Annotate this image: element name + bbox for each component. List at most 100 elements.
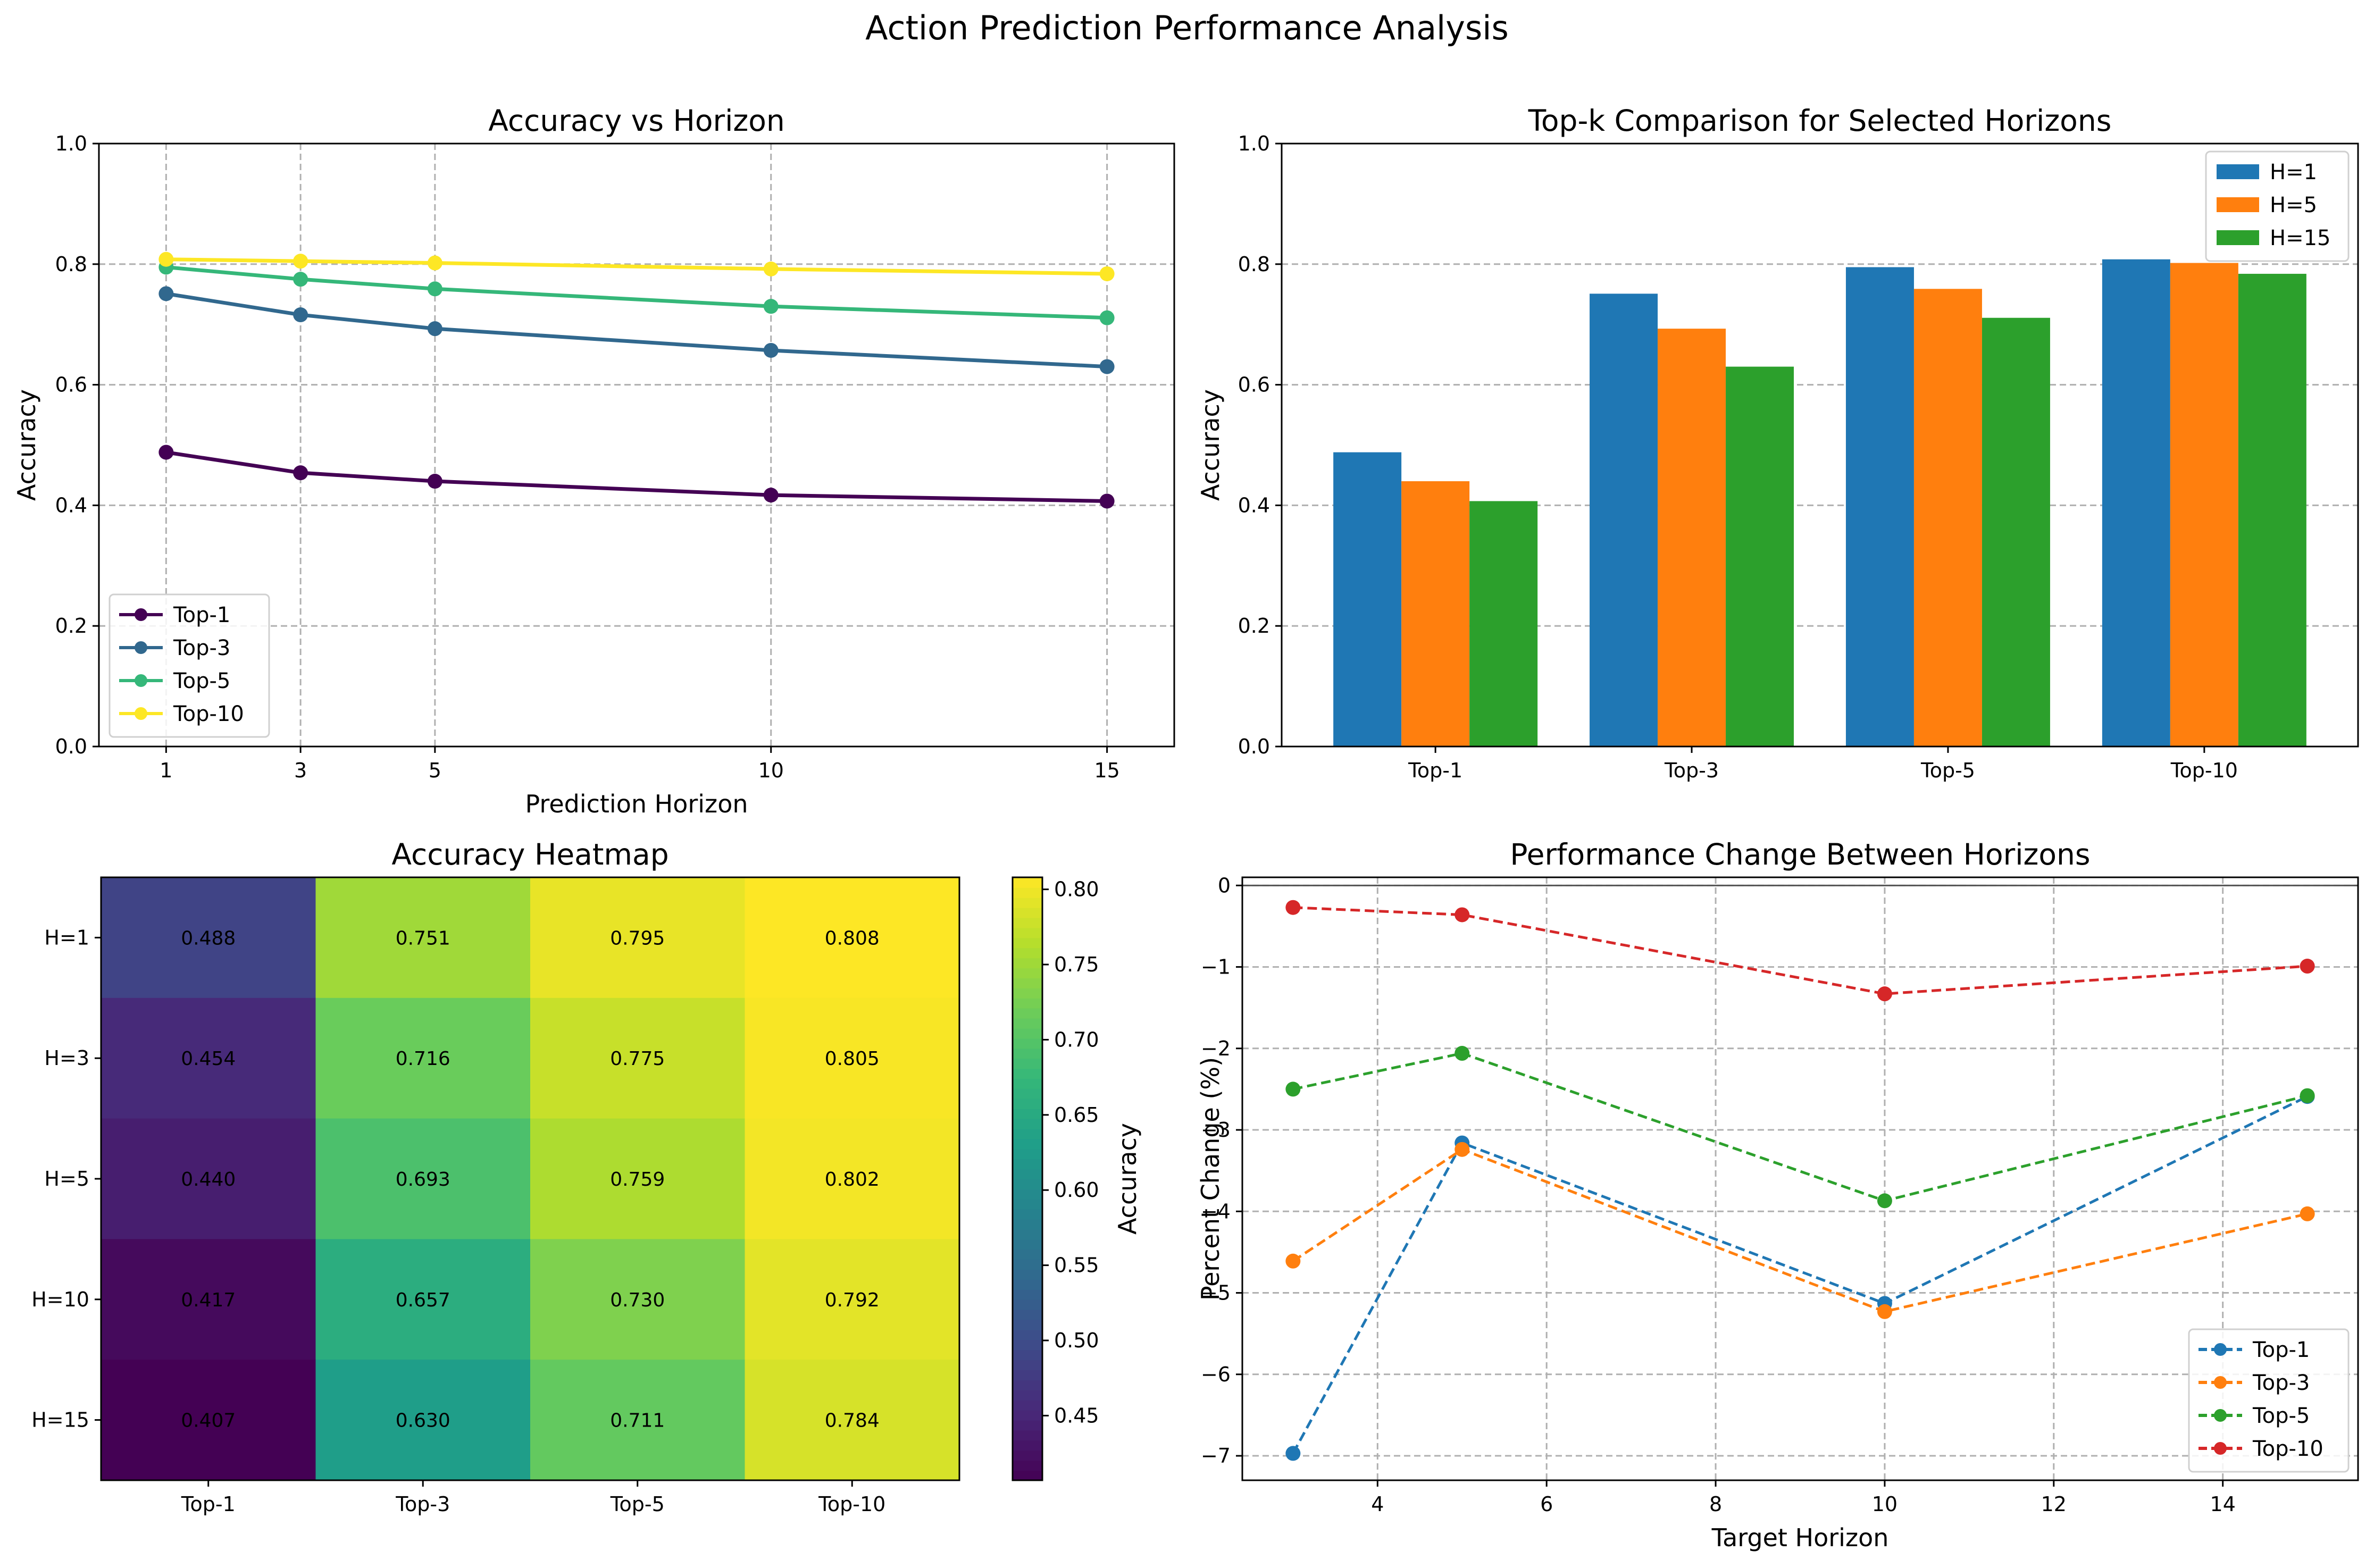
colorbar-segment xyxy=(1013,1279,1042,1290)
colorbar-tick-label: 0.65 xyxy=(1054,1103,1099,1127)
data-point-Top-10 xyxy=(158,251,174,267)
performance-change-legend: Top-1 Top-3 Top-5 Top-10 xyxy=(2188,1328,2350,1473)
legend-marker-Top-1 xyxy=(2214,1343,2227,1356)
heatmap-cell xyxy=(315,877,531,999)
legend-marker-Top-3 xyxy=(135,641,147,654)
colorbar-segment xyxy=(1013,927,1042,938)
heatmap-cell-value: 0.784 xyxy=(825,1410,880,1432)
bar-H=5-Top-3 xyxy=(1658,329,1726,747)
legend-swatch-H=1 xyxy=(2217,164,2259,179)
y-tick-label: −7 xyxy=(1201,1444,1231,1468)
series-line-Top-5 xyxy=(1292,1052,2308,1202)
colorbar-segment xyxy=(1013,937,1042,949)
heatmap-cell xyxy=(101,997,316,1119)
x-tick-label: 10 xyxy=(1872,1492,1897,1516)
heatmap-cell xyxy=(745,1360,960,1481)
colorbar-segment xyxy=(1013,1018,1042,1029)
data-point-Top-3 xyxy=(1455,1142,1470,1157)
colorbar-segment xyxy=(1013,987,1042,999)
legend-label: Top-5 xyxy=(173,669,230,693)
legend-label: Top-1 xyxy=(2252,1338,2310,1362)
colorbar-tick-label: 0.45 xyxy=(1054,1404,1099,1427)
y-tick-label: 0.6 xyxy=(1238,373,1270,397)
data-point-Top-1 xyxy=(293,465,308,481)
figure-title: Action Prediction Performance Analysis xyxy=(865,9,1509,47)
legend-label: H=1 xyxy=(2270,160,2317,185)
legend-label: Top-3 xyxy=(173,636,230,660)
chart-title: Top-k Comparison for Selected Horizons xyxy=(1528,104,2112,138)
y-tick-label: 0.0 xyxy=(1238,735,1270,758)
colorbar-segment xyxy=(1013,907,1042,918)
colorbar-segment xyxy=(1013,1430,1042,1441)
legend-label: Top-1 xyxy=(173,603,230,627)
data-point-Top-5 xyxy=(1877,1193,1892,1209)
colorbar-segment xyxy=(1013,1450,1042,1461)
heatmap-cell xyxy=(530,997,745,1119)
legend-marker-Top-10 xyxy=(2214,1442,2227,1455)
heatmap-cell-value: 0.440 xyxy=(181,1169,236,1190)
colorbar-segment xyxy=(1013,1329,1042,1340)
colorbar-segment xyxy=(1013,958,1042,969)
legend-swatch-H=5 xyxy=(2217,197,2259,212)
bar-H=5-Top-5 xyxy=(1913,289,1982,747)
colorbar-segment xyxy=(1013,1058,1042,1069)
heatmap-cell xyxy=(745,997,960,1119)
x-tick-label: 8 xyxy=(1709,1492,1722,1516)
colorbar-segment xyxy=(1013,997,1042,1009)
heatmap-cell xyxy=(315,1118,531,1239)
series-line-Top-3 xyxy=(1292,1148,2308,1313)
data-point-Top-3 xyxy=(2300,1206,2315,1221)
colorbar-tick-label: 0.60 xyxy=(1054,1178,1099,1202)
colorbar-frame xyxy=(1012,876,1043,1481)
data-point-Top-1 xyxy=(427,474,442,489)
colorbar-segment xyxy=(1013,1349,1042,1361)
y-axis-label: Accuracy xyxy=(12,389,41,501)
column-label: Top-10 xyxy=(818,1492,885,1516)
bar-H=5-Top-10 xyxy=(2170,263,2238,747)
heatmap-cell xyxy=(745,1118,960,1239)
data-point-Top-10 xyxy=(1455,907,1470,923)
accuracy-vs-horizon-chart: 1 3 5 10 15 0.0 0.2 0.4 0.6 0.8 1.0 Accuracy vs Hor… xyxy=(12,104,1175,818)
heatmap-cell-value: 0.775 xyxy=(610,1048,665,1070)
bar-H=15-Top-3 xyxy=(1726,366,1794,747)
colorbar-segment xyxy=(1013,1068,1042,1079)
legend-label: Top-5 xyxy=(2252,1404,2310,1428)
row-label: H=10 xyxy=(31,1288,89,1311)
y-tick-label: 0.4 xyxy=(55,493,87,517)
y-tick-label: 1.0 xyxy=(55,132,87,155)
bar-H=1-Top-1 xyxy=(1333,452,1402,747)
column-label: Top-1 xyxy=(181,1492,236,1516)
bar-H=1-Top-5 xyxy=(1845,267,1914,747)
heatmap-cell-value: 0.730 xyxy=(610,1289,665,1311)
column-label: Top-3 xyxy=(395,1492,450,1516)
data-point-Top-10 xyxy=(427,255,442,271)
performance-change-chart: 4 6 8 10 12 14 0 −1 −2 −3 −4 −5 −6 −7 Performance Chan… xyxy=(1196,837,2359,1552)
legend-label: H=5 xyxy=(2270,193,2317,217)
colorbar-segment xyxy=(1013,1470,1042,1481)
colorbar-segment xyxy=(1013,968,1042,978)
x-tick-label: 1 xyxy=(160,759,172,782)
colorbar-segment xyxy=(1013,1169,1042,1179)
x-tick-label: 15 xyxy=(1094,759,1119,782)
heatmap-cell-value: 0.751 xyxy=(396,927,450,949)
colorbar-segment xyxy=(1013,1198,1042,1210)
colorbar-segment xyxy=(1013,1420,1042,1431)
x-tick-label: 4 xyxy=(1371,1492,1384,1516)
colorbar-tick-label: 0.80 xyxy=(1054,878,1099,901)
y-tick-label: 0.2 xyxy=(1238,614,1270,638)
legend-label: Top-10 xyxy=(2252,1437,2323,1461)
heatmap-cell-value: 0.407 xyxy=(181,1410,236,1432)
colorbar-segment xyxy=(1013,1038,1042,1049)
x-axis-label: Prediction Horizon xyxy=(525,790,748,818)
colorbar-segment xyxy=(1013,1118,1042,1129)
data-point-Top-10 xyxy=(2300,959,2315,974)
colorbar-segment xyxy=(1013,1028,1042,1039)
colorbar-tick-label: 0.70 xyxy=(1054,1028,1099,1051)
colorbar-segment xyxy=(1013,1128,1042,1139)
colorbar-segment xyxy=(1013,897,1042,908)
heatmap-cell-value: 0.795 xyxy=(610,927,665,949)
colorbar-segment xyxy=(1013,917,1042,928)
heatmap-cell-value: 0.802 xyxy=(825,1169,880,1190)
heatmap-cell xyxy=(315,1239,531,1360)
